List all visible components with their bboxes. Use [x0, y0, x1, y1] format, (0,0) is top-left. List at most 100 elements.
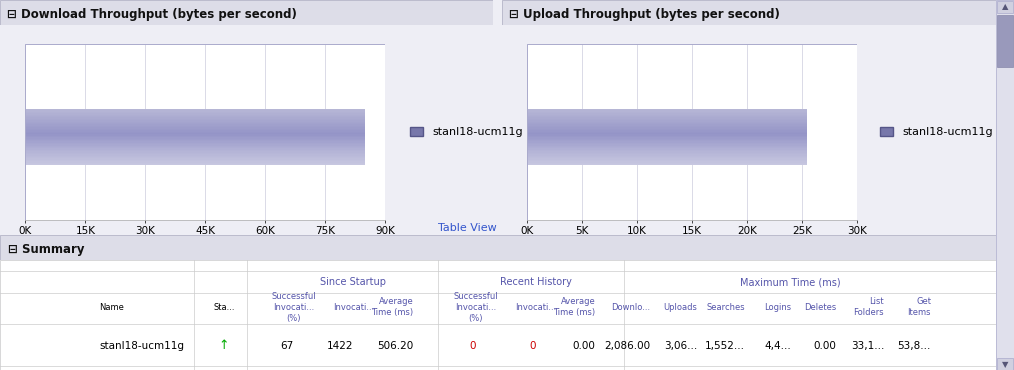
- Bar: [25, 162, 365, 164]
- Bar: [25, 115, 365, 116]
- Text: 4,4...: 4,4...: [765, 341, 792, 351]
- Text: 0.00: 0.00: [813, 341, 837, 351]
- Bar: [527, 147, 807, 148]
- Bar: [25, 144, 365, 146]
- Bar: [25, 158, 365, 160]
- Bar: [527, 141, 807, 143]
- Bar: [25, 154, 365, 155]
- Bar: [527, 129, 807, 130]
- Text: Uploads: Uploads: [663, 303, 697, 312]
- Bar: [527, 153, 807, 154]
- Legend: stanl18-ucm11g: stanl18-ucm11g: [406, 122, 527, 142]
- Text: ↑: ↑: [219, 339, 229, 352]
- Bar: [527, 164, 807, 165]
- Bar: [527, 109, 807, 110]
- Bar: [25, 133, 365, 134]
- Bar: [25, 136, 365, 137]
- Bar: [527, 148, 807, 150]
- Bar: [527, 161, 807, 162]
- Text: 0.00: 0.00: [573, 341, 595, 351]
- Text: Sta...: Sta...: [213, 303, 235, 312]
- Bar: [25, 134, 365, 136]
- Text: ⊟ Upload Throughput (bytes per second): ⊟ Upload Throughput (bytes per second): [509, 8, 780, 21]
- Bar: [527, 120, 807, 122]
- Text: Name: Name: [99, 303, 125, 312]
- Bar: [527, 139, 807, 140]
- Text: Average
Time (ms): Average Time (ms): [371, 297, 414, 317]
- Bar: [25, 150, 365, 151]
- Bar: [527, 124, 807, 126]
- Text: ⊟ Summary: ⊟ Summary: [8, 243, 84, 256]
- Text: Invocati...: Invocati...: [333, 303, 374, 312]
- Bar: [25, 139, 365, 140]
- Bar: [25, 140, 365, 141]
- Bar: [527, 132, 807, 133]
- Bar: [25, 116, 365, 117]
- Bar: [25, 44, 385, 220]
- Bar: [527, 130, 807, 132]
- X-axis label: Bytes Per Second: Bytes Per Second: [647, 240, 737, 250]
- Bar: [25, 160, 365, 161]
- Bar: [527, 137, 807, 139]
- Text: Average
Time (ms): Average Time (ms): [554, 297, 595, 317]
- Bar: [527, 119, 807, 120]
- Bar: [527, 158, 807, 160]
- Bar: [25, 143, 365, 144]
- Bar: [527, 117, 807, 119]
- Bar: [25, 117, 365, 119]
- Bar: [25, 153, 365, 154]
- Bar: [527, 155, 807, 157]
- Bar: [25, 148, 365, 150]
- Text: List
Folders: List Folders: [854, 297, 884, 317]
- Text: ⊟ Download Throughput (bytes per second): ⊟ Download Throughput (bytes per second): [7, 8, 297, 21]
- Bar: [25, 147, 365, 148]
- Text: 506.20: 506.20: [377, 341, 414, 351]
- Text: Get
Items: Get Items: [908, 297, 931, 317]
- Bar: [527, 126, 807, 127]
- Text: 1,552...: 1,552...: [705, 341, 745, 351]
- Text: Downlo...: Downlo...: [611, 303, 650, 312]
- Bar: [25, 120, 365, 122]
- Bar: [25, 126, 365, 127]
- Bar: [527, 127, 807, 129]
- Bar: [527, 143, 807, 144]
- Bar: [25, 155, 365, 157]
- Text: Recent History: Recent History: [500, 277, 572, 287]
- Bar: [527, 160, 807, 161]
- Text: 3,06...: 3,06...: [664, 341, 697, 351]
- Bar: [25, 109, 365, 110]
- Text: Since Startup: Since Startup: [320, 277, 386, 287]
- Bar: [527, 116, 807, 117]
- Text: stanl18-ucm11g: stanl18-ucm11g: [99, 341, 185, 351]
- Bar: [25, 113, 365, 115]
- Bar: [527, 154, 807, 155]
- Bar: [527, 44, 857, 220]
- Text: 0: 0: [529, 341, 535, 351]
- Bar: [997, 15, 1013, 67]
- Bar: [527, 157, 807, 158]
- Bar: [527, 151, 807, 153]
- Text: 67: 67: [281, 341, 294, 351]
- Text: Logins: Logins: [765, 303, 792, 312]
- Bar: [527, 113, 807, 115]
- Text: Searches: Searches: [706, 303, 745, 312]
- Bar: [25, 132, 365, 133]
- Bar: [527, 134, 807, 136]
- Text: Successful
Invocati...
(%): Successful Invocati... (%): [272, 292, 316, 323]
- Bar: [527, 140, 807, 141]
- Bar: [25, 137, 365, 139]
- Bar: [527, 115, 807, 116]
- Bar: [25, 110, 365, 112]
- Text: 0: 0: [469, 341, 476, 351]
- Bar: [25, 157, 365, 158]
- Bar: [25, 123, 365, 124]
- Text: 2,086.00: 2,086.00: [604, 341, 650, 351]
- Bar: [25, 141, 365, 143]
- Bar: [25, 119, 365, 120]
- Bar: [527, 123, 807, 124]
- Text: 53,8...: 53,8...: [897, 341, 931, 351]
- Bar: [527, 110, 807, 112]
- Bar: [25, 127, 365, 129]
- Bar: [25, 146, 365, 147]
- Text: 1422: 1422: [327, 341, 354, 351]
